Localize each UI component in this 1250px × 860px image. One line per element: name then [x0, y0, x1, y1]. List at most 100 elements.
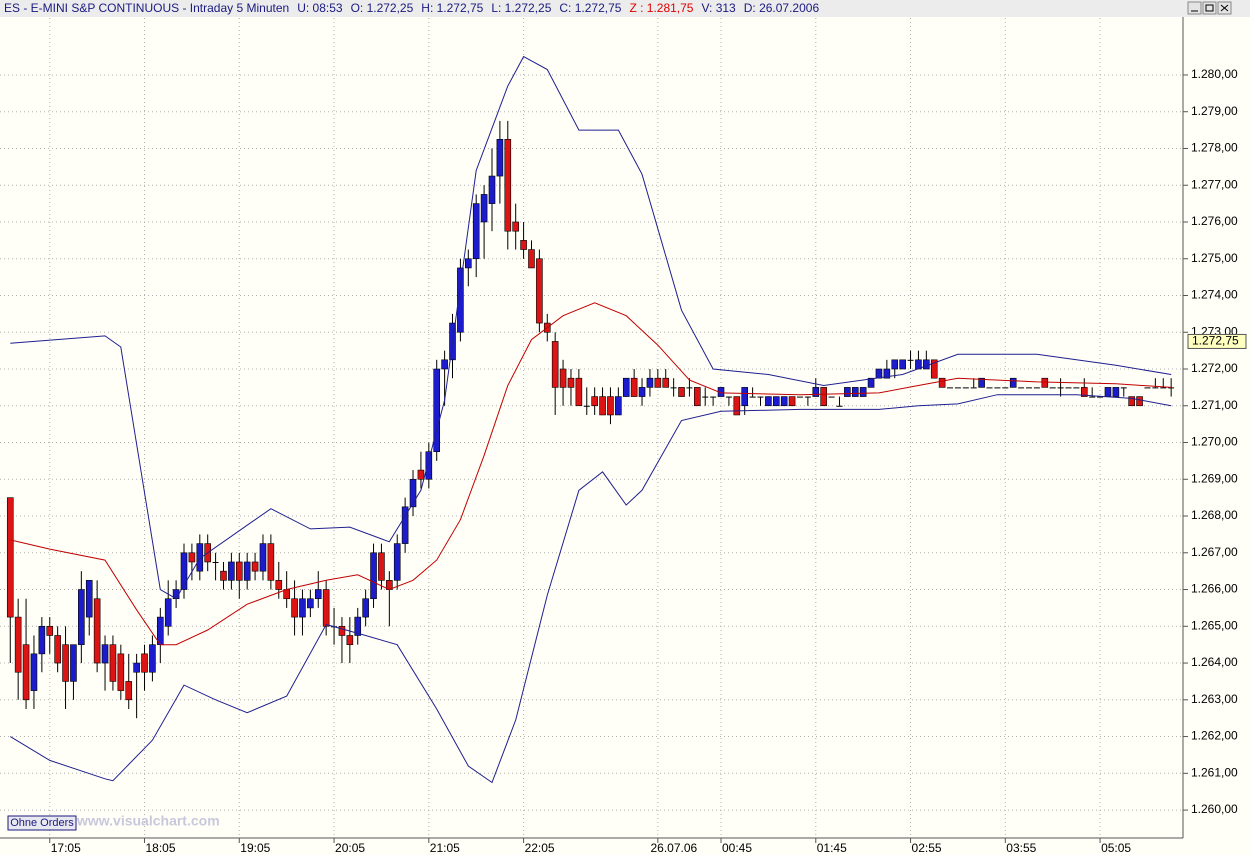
candle-body [591, 396, 598, 407]
x-tick-label: 26.07.06 [650, 841, 697, 855]
candle-body [638, 387, 646, 397]
candle-body [1065, 387, 1072, 389]
candle-body [812, 387, 820, 397]
header-text: ES - E-MINI S&P CONTINUOUS - Intraday 5 … [4, 1, 819, 15]
candle-body [646, 377, 654, 388]
candle-body [299, 598, 306, 618]
x-tick-label: 05:05 [1101, 841, 1131, 855]
candle-body [1104, 387, 1112, 397]
y-tick-label: 1.269,00 [1191, 471, 1238, 485]
candle-body [599, 396, 606, 416]
x-tick-label: 00:45 [722, 841, 752, 855]
candle-body [164, 598, 172, 627]
candle-body [1002, 387, 1009, 389]
candle-body [378, 552, 385, 581]
y-tick-label: 1.265,00 [1191, 618, 1238, 632]
candle-body [188, 552, 196, 563]
candle-body [1049, 387, 1056, 389]
candle-body [749, 396, 756, 398]
candle-body [267, 543, 275, 581]
candle-body [62, 644, 69, 682]
candle-body [986, 387, 993, 389]
y-tick-label: 1.264,00 [1191, 655, 1238, 669]
candle-body [883, 368, 891, 379]
candle-body [1152, 387, 1159, 389]
orders-button[interactable] [7, 815, 77, 831]
candle-body [496, 138, 504, 177]
candle-body [686, 387, 693, 389]
candle-body [780, 396, 788, 407]
candle-body [923, 359, 930, 370]
candle-body [662, 377, 670, 388]
candle-body [1080, 387, 1088, 397]
candle-body [38, 625, 46, 655]
candle-body [393, 543, 401, 581]
candle-body [567, 377, 575, 388]
candle-body [788, 396, 796, 407]
candle-body [228, 561, 235, 581]
candle-body [1018, 387, 1025, 389]
band-line [10, 394, 1172, 784]
candle-body [702, 396, 709, 398]
candle-body [978, 377, 985, 388]
candle-body [930, 359, 938, 379]
header-field: C: 1.272,75 [559, 1, 621, 15]
candle-body [772, 396, 780, 407]
candle-body [733, 396, 741, 416]
y-tick-label: 1.272,00 [1191, 361, 1238, 375]
candle-body [472, 203, 480, 260]
candle-body [947, 387, 954, 389]
candle-body [859, 387, 867, 397]
candle-body [101, 644, 109, 664]
candle-body [157, 616, 164, 645]
x-tick-label: 21:05 [430, 841, 460, 855]
candle-body [307, 598, 314, 609]
candle-body [844, 387, 851, 397]
candle-body [583, 405, 590, 407]
candle-body [836, 405, 843, 407]
candle-body [141, 653, 148, 673]
minimize-button[interactable] [1187, 1, 1202, 15]
candle-body [804, 396, 811, 398]
candle-body [465, 258, 472, 269]
candle-body [314, 589, 322, 600]
window-buttons [1187, 1, 1232, 15]
candle-body [694, 387, 701, 407]
y-tick-label: 1.278,00 [1191, 141, 1238, 155]
candle-body [78, 589, 85, 645]
candle-body [291, 598, 298, 618]
candle-body [70, 644, 77, 682]
candle-body [970, 387, 977, 389]
candle-body [1160, 387, 1167, 389]
candle-body [354, 616, 362, 636]
candle-body [235, 561, 243, 581]
candle-body [725, 396, 732, 398]
candle-body [46, 625, 54, 636]
x-tick-label: 17:05 [51, 841, 81, 855]
candle-body [251, 561, 259, 572]
candle-body [867, 377, 875, 388]
y-tick-label: 1.270,00 [1191, 435, 1238, 449]
y-tick-label: 1.263,00 [1191, 692, 1238, 706]
y-tick-label: 1.276,00 [1191, 214, 1238, 228]
candle-body [954, 387, 961, 389]
orders-button-label[interactable]: Ohne Orders [10, 817, 74, 829]
candle-body [559, 368, 567, 388]
candle-body [1128, 396, 1135, 407]
candle-body [425, 451, 433, 480]
maximize-button[interactable] [1202, 1, 1217, 15]
x-tick-label: 03:55 [1006, 841, 1036, 855]
candle-body [899, 359, 906, 370]
candle-body [891, 359, 899, 370]
icon [1220, 4, 1229, 12]
last-price-box [1187, 333, 1247, 349]
header-field: H: 1.272,75 [421, 1, 483, 15]
candle-body [417, 469, 425, 480]
candle-body [741, 387, 749, 407]
candle-body [1041, 377, 1049, 388]
candle-body [14, 616, 22, 673]
candle-body [433, 368, 441, 453]
x-tick-label: 01:45 [817, 841, 847, 855]
candle-body [962, 387, 969, 389]
